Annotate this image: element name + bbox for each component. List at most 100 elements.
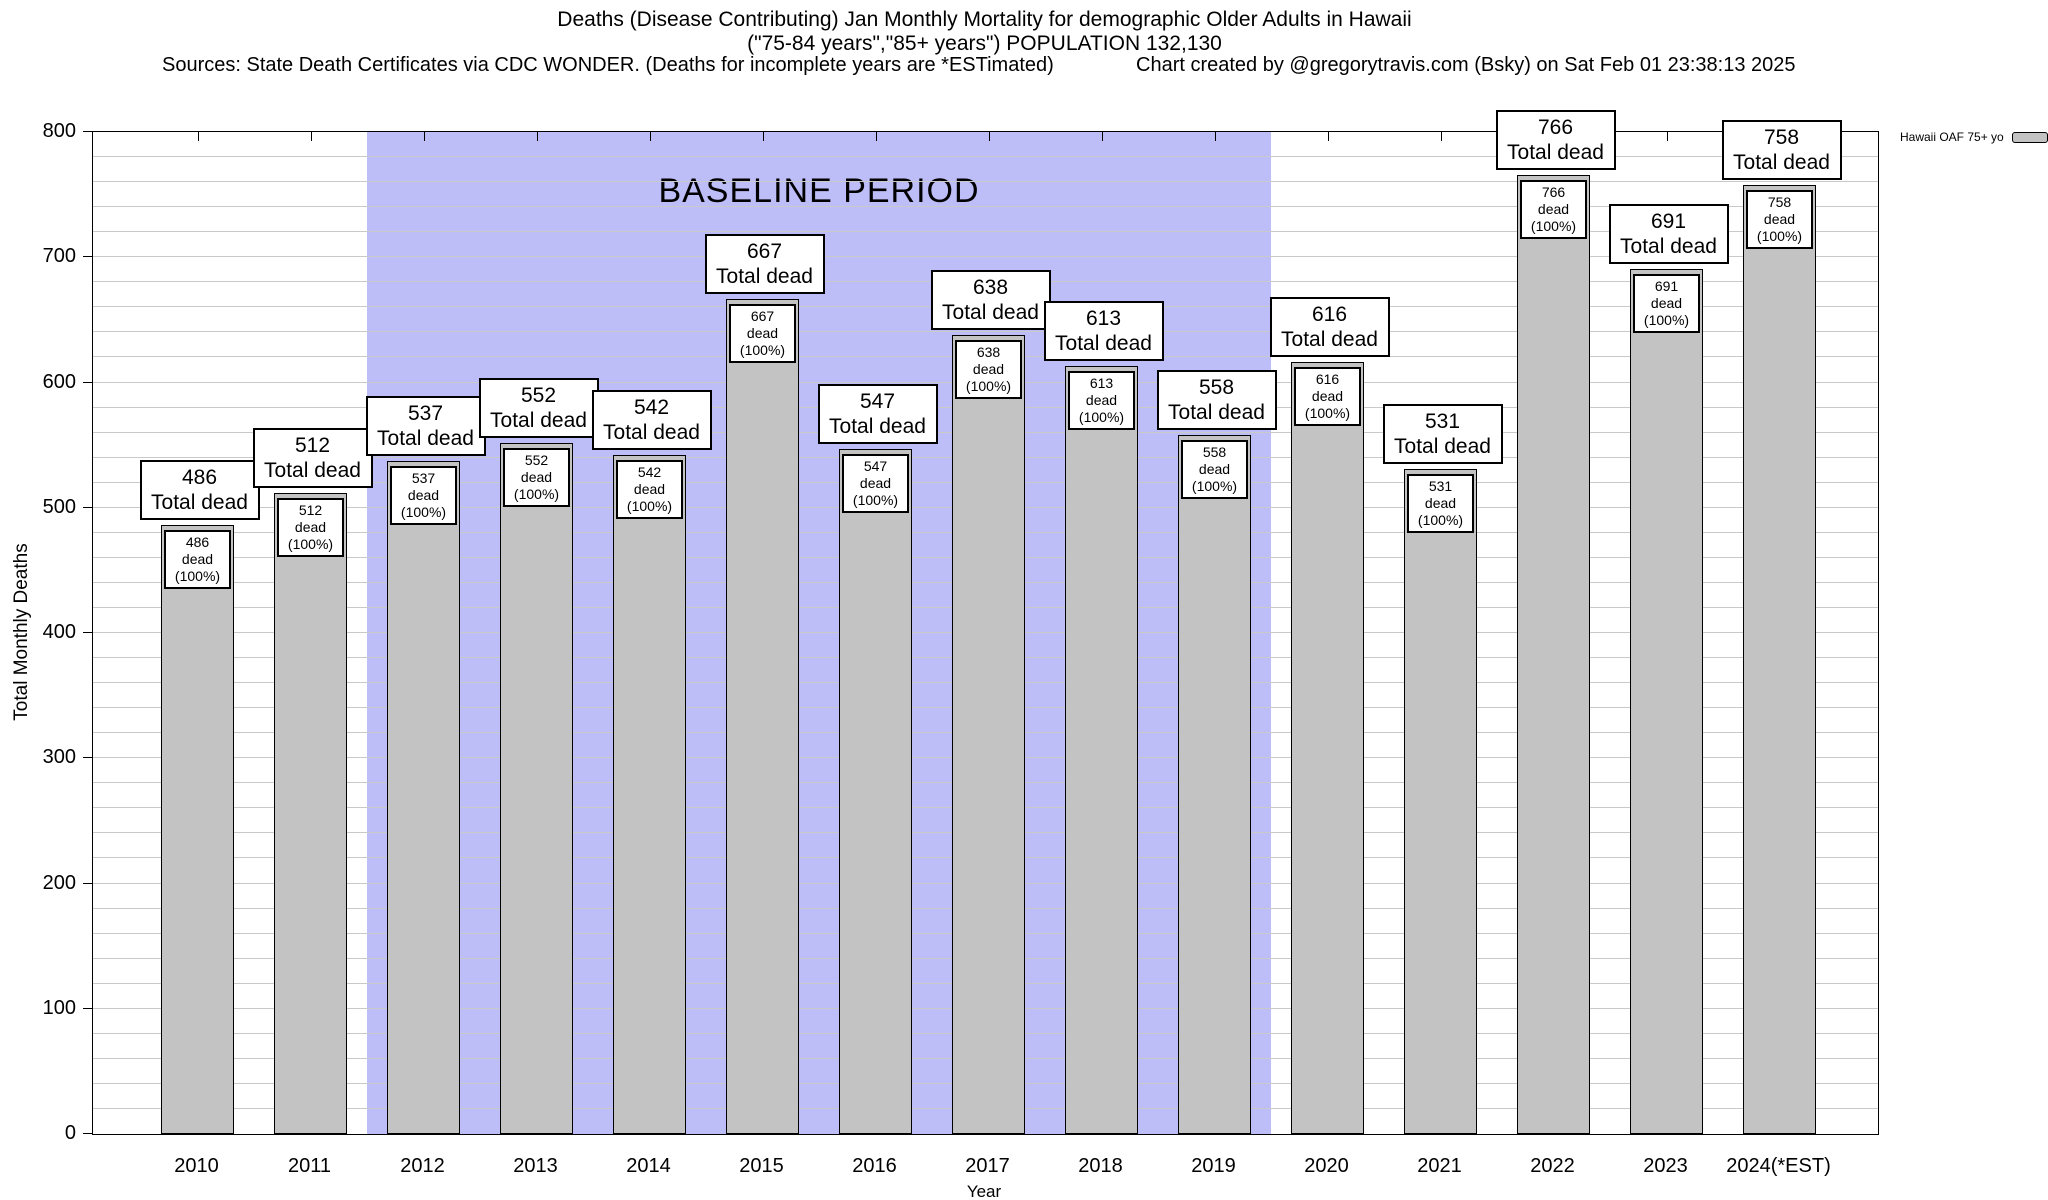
bar-2015: 667 dead (100%) [726,298,799,1134]
top-axis-tick [310,132,312,141]
y-axis-tick [83,131,92,132]
bar-inside-label: 638 dead (100%) [955,339,1022,399]
y-tick-label: 600 [42,370,76,393]
bar-total-label: 691 Total dead [1608,203,1729,264]
inside-suffix: dead (100%) [1756,210,1803,244]
inside-suffix: dead (100%) [1530,200,1577,234]
total-suffix: Total dead [1507,140,1604,164]
bar-2022: 766 dead (100%) [1517,174,1590,1134]
gridline [93,181,1878,183]
inside-suffix: dead (100%) [513,468,560,502]
inside-value: 531 [1428,477,1453,494]
bar-inside-label: 547 dead (100%) [842,453,909,513]
bar-2016: 547 dead (100%) [839,448,912,1134]
gridline [93,156,1878,158]
bar-2010: 486 dead (100%) [161,525,234,1134]
inside-value: 758 [1767,193,1792,210]
top-axis-tick [875,132,877,141]
top-axis-tick [423,132,425,141]
bar-total-label: 537 Total dead [365,396,486,457]
total-suffix: Total dead [1394,434,1491,458]
legend-swatch-icon [2011,131,2048,143]
top-axis-tick [1666,132,1668,141]
inside-value: 558 [1202,444,1227,461]
x-tick-label-2010: 2010 [174,1155,219,1177]
bar-total-label: 558 Total dead [1156,370,1277,431]
bar-2020: 616 dead (100%) [1291,362,1364,1134]
bar-inside-label: 486 dead (100%) [164,530,231,590]
bar-2014: 542 dead (100%) [613,455,686,1134]
gridline [93,206,1878,208]
y-tick-label: 500 [42,495,76,518]
inside-value: 766 [1541,183,1566,200]
y-axis-tick [83,256,92,258]
top-axis-tick [1440,132,1442,141]
gridline [93,231,1878,233]
bar-2021: 531 dead (100%) [1404,468,1477,1134]
bar-total-label: 766 Total dead [1495,109,1616,170]
gridline [93,331,1878,333]
inside-suffix: dead (100%) [1643,294,1690,328]
x-tick-label-2022: 2022 [1530,1155,1575,1177]
bar-2013: 552 dead (100%) [500,442,573,1134]
total-suffix: Total dead [264,458,361,482]
y-tick-label: 100 [42,996,76,1019]
bar-2017: 638 dead (100%) [952,334,1025,1134]
total-value: 531 [1424,409,1461,433]
y-tick-label: 300 [42,746,76,769]
total-value: 542 [633,396,670,420]
x-tick-label-2021: 2021 [1417,1155,1462,1177]
y-tick-label: 800 [42,120,76,142]
inside-suffix: dead (100%) [1304,388,1351,422]
total-suffix: Total dead [942,300,1039,324]
x-tick-label-2014: 2014 [626,1155,671,1177]
inside-suffix: dead (100%) [287,518,334,552]
total-value: 667 [746,239,783,263]
inside-value: 613 [1089,375,1114,392]
top-axis-tick [988,132,990,141]
top-axis-tick [1327,132,1329,141]
total-suffix: Total dead [1620,234,1717,258]
total-suffix: Total dead [1168,401,1265,425]
bar-inside-label: 537 dead (100%) [390,466,457,526]
y-axis-tick [83,882,92,884]
legend: Hawaii OAF 75+ yo [1900,130,2048,144]
y-tick-label: 700 [42,245,76,268]
bar-total-label: 531 Total dead [1382,403,1503,464]
bar-2012: 537 dead (100%) [387,461,460,1134]
y-axis-tick [83,1133,92,1134]
x-axis-title: Year [966,1182,1002,1200]
bar-total-label: 552 Total dead [478,377,599,438]
x-tick-label-2023: 2023 [1643,1155,1688,1177]
total-suffix: Total dead [1055,332,1152,356]
total-value: 537 [407,402,444,426]
x-tick-label-2011: 2011 [287,1155,332,1177]
total-suffix: Total dead [829,414,926,438]
total-value: 638 [972,275,1009,299]
total-value: 512 [294,433,331,457]
x-tick-label-2020: 2020 [1304,1155,1349,1177]
x-tick-label-2017: 2017 [965,1155,1010,1177]
y-axis-tick [83,757,92,759]
total-value: 486 [181,466,218,490]
credit-note: Chart created by @gregorytravis.com (Bsk… [1136,54,1796,76]
x-tick-label-2019: 2019 [1191,1155,1236,1177]
x-tick-label-2012: 2012 [400,1155,445,1177]
top-axis-tick [536,132,538,141]
x-tick-label-2024(*EST): 2024(*EST) [1726,1155,1831,1177]
x-tick-label-2016: 2016 [852,1155,897,1177]
inside-suffix: dead (100%) [739,324,786,358]
bar-inside-label: 613 dead (100%) [1068,371,1135,431]
top-axis-tick [649,132,651,141]
bar-2023: 691 dead (100%) [1630,268,1703,1134]
total-value: 691 [1650,209,1687,233]
inside-value: 486 [185,534,210,551]
bar-inside-label: 758 dead (100%) [1746,189,1813,249]
y-axis-tick [83,506,92,508]
total-value: 766 [1537,115,1574,139]
inside-value: 638 [976,343,1001,360]
total-value: 758 [1763,125,1800,149]
inside-value: 542 [637,464,662,481]
bar-2011: 512 dead (100%) [274,492,347,1134]
